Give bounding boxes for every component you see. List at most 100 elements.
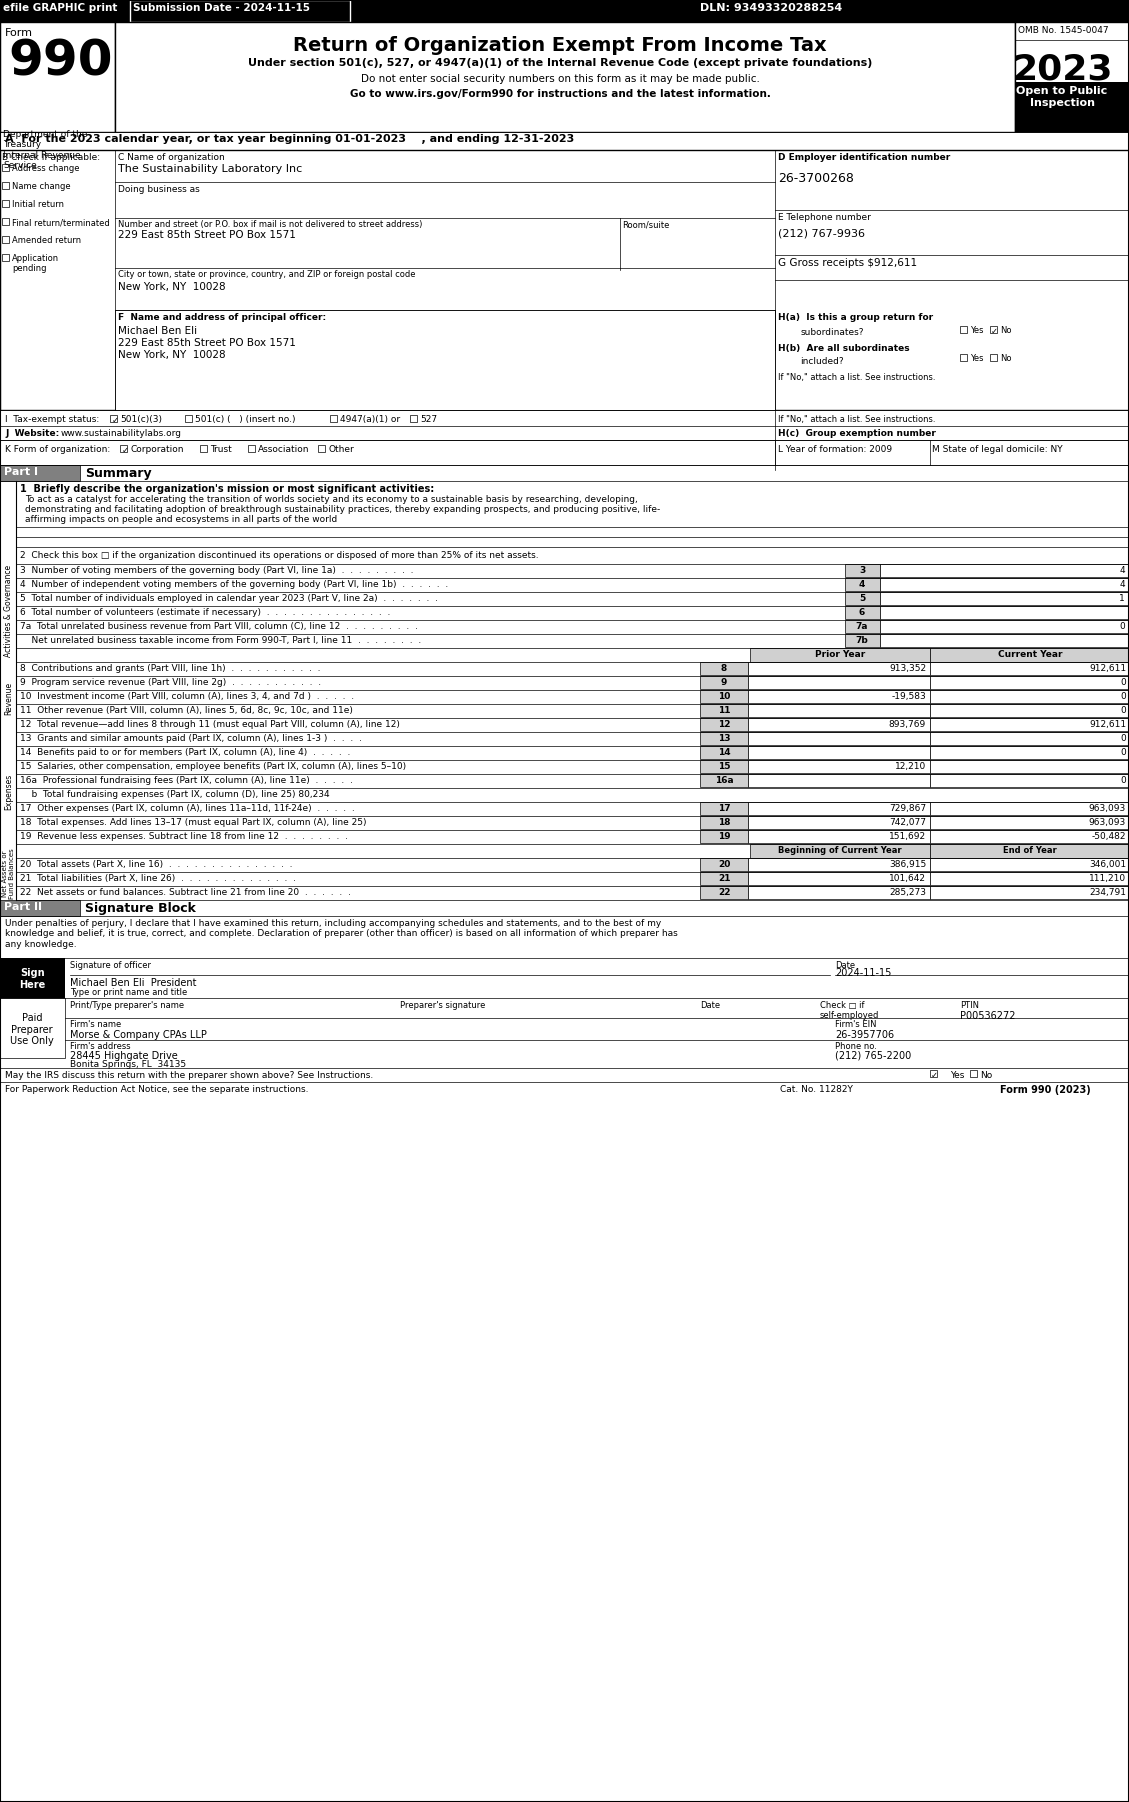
Text: 893,769: 893,769 — [889, 721, 926, 730]
Text: Do not enter social security numbers on this form as it may be made public.: Do not enter social security numbers on … — [360, 74, 760, 85]
Text: L Year of formation: 2009: L Year of formation: 2009 — [778, 445, 892, 454]
Text: Other: Other — [329, 445, 355, 454]
Text: 963,093: 963,093 — [1088, 804, 1126, 813]
Text: 7a: 7a — [856, 622, 868, 631]
Text: 4: 4 — [859, 580, 865, 589]
Bar — [749, 676, 930, 688]
Text: If "No," attach a list. See instructions.: If "No," attach a list. See instructions… — [778, 373, 936, 382]
Bar — [881, 564, 1129, 577]
Bar — [749, 816, 930, 829]
Bar — [700, 887, 749, 899]
Text: 0: 0 — [1119, 622, 1124, 631]
Text: 14  Benefits paid to or for members (Part IX, column (A), line 4)  .  .  .  .  .: 14 Benefits paid to or for members (Part… — [20, 748, 351, 757]
Text: Address change: Address change — [12, 164, 80, 173]
Bar — [700, 705, 749, 717]
Bar — [990, 326, 997, 333]
Bar — [2, 236, 9, 243]
Text: 913,352: 913,352 — [889, 663, 926, 672]
Bar — [881, 634, 1129, 647]
Bar — [930, 732, 1129, 744]
Bar — [248, 445, 255, 452]
Text: Morse & Company CPAs LLP: Morse & Company CPAs LLP — [70, 1031, 207, 1040]
Bar — [0, 465, 80, 481]
Text: Part I: Part I — [5, 467, 38, 478]
Text: H(b)  Are all subordinates: H(b) Are all subordinates — [778, 344, 910, 353]
Text: Trust: Trust — [210, 445, 231, 454]
Bar — [2, 182, 9, 189]
Text: Return of Organization Exempt From Income Tax: Return of Organization Exempt From Incom… — [294, 36, 826, 56]
Text: 9  Program service revenue (Part VIII, line 2g)  .  .  .  .  .  .  .  .  .  .  .: 9 Program service revenue (Part VIII, li… — [20, 678, 322, 687]
Text: Date: Date — [700, 1000, 720, 1009]
Bar — [846, 634, 881, 647]
Bar — [0, 0, 1129, 22]
Text: 2  Check this box □ if the organization discontinued its operations or disposed : 2 Check this box □ if the organization d… — [20, 551, 539, 560]
Text: Form: Form — [6, 29, 33, 38]
Bar — [185, 414, 192, 422]
Text: 2024-11-15: 2024-11-15 — [835, 968, 892, 978]
Text: Go to www.irs.gov/Form990 for instructions and the latest information.: Go to www.irs.gov/Form990 for instructio… — [350, 88, 771, 99]
Bar — [881, 620, 1129, 633]
Bar — [1015, 22, 1129, 132]
Text: 7a  Total unrelated business revenue from Part VIII, column (C), line 12  .  .  : 7a Total unrelated business revenue from… — [20, 622, 418, 631]
Text: F  Name and address of principal officer:: F Name and address of principal officer: — [119, 314, 326, 323]
Text: B Check if applicable:: B Check if applicable: — [2, 153, 100, 162]
Bar — [0, 411, 1129, 440]
Bar — [749, 831, 930, 843]
Text: End of Year: End of Year — [1004, 845, 1057, 854]
Text: Yes: Yes — [949, 1070, 964, 1079]
Text: (212) 767-9936: (212) 767-9936 — [778, 229, 865, 238]
Text: Room/suite: Room/suite — [622, 220, 669, 229]
Bar — [960, 326, 968, 333]
Bar — [970, 1070, 977, 1078]
Bar — [700, 872, 749, 885]
Text: Type or print name and title: Type or print name and title — [70, 987, 187, 997]
Bar — [0, 998, 65, 1058]
Bar — [700, 661, 749, 676]
Text: 0: 0 — [1120, 678, 1126, 687]
Text: Submission Date - 2024-11-15: Submission Date - 2024-11-15 — [133, 4, 310, 13]
Text: subordinates?: subordinates? — [800, 328, 864, 337]
Text: 20  Total assets (Part X, line 16)  .  .  .  .  .  .  .  .  .  .  .  .  .  .  .: 20 Total assets (Part X, line 16) . . . … — [20, 860, 292, 869]
Text: 3: 3 — [859, 566, 865, 575]
Text: 101,642: 101,642 — [889, 874, 926, 883]
Text: D Employer identification number: D Employer identification number — [778, 153, 951, 162]
Text: Print/Type preparer's name: Print/Type preparer's name — [70, 1000, 184, 1009]
Text: The Sustainability Laboratory Inc: The Sustainability Laboratory Inc — [119, 164, 303, 175]
Text: 5: 5 — [859, 595, 865, 604]
Bar — [749, 802, 930, 815]
Text: 16a  Professional fundraising fees (Part IX, column (A), line 11e)  .  .  .  .  : 16a Professional fundraising fees (Part … — [20, 777, 353, 786]
Text: E Telephone number: E Telephone number — [778, 213, 870, 222]
Bar — [930, 872, 1129, 885]
Bar — [0, 22, 115, 132]
Bar — [930, 661, 1129, 676]
Text: 12,210: 12,210 — [895, 762, 926, 771]
Text: Phone no.: Phone no. — [835, 1042, 877, 1051]
Text: Beginning of Current Year: Beginning of Current Year — [778, 845, 902, 854]
Bar — [0, 132, 1129, 150]
Bar — [750, 843, 930, 858]
Bar — [881, 605, 1129, 620]
Text: 18  Total expenses. Add lines 13–17 (must equal Part IX, column (A), line 25): 18 Total expenses. Add lines 13–17 (must… — [20, 818, 367, 827]
Text: Number and street (or P.O. box if mail is not delivered to street address): Number and street (or P.O. box if mail i… — [119, 220, 422, 229]
Text: 527: 527 — [420, 414, 437, 423]
Text: 12: 12 — [718, 721, 730, 730]
Bar — [410, 414, 418, 422]
Text: Michael Ben Eli: Michael Ben Eli — [119, 326, 198, 335]
Text: H(a)  Is this a group return for: H(a) Is this a group return for — [778, 314, 934, 323]
Text: 8  Contributions and grants (Part VIII, line 1h)  .  .  .  .  .  .  .  .  .  .  : 8 Contributions and grants (Part VIII, l… — [20, 663, 321, 672]
Text: J  Website:: J Website: — [6, 429, 60, 438]
Text: Association: Association — [259, 445, 309, 454]
Bar — [0, 150, 1129, 411]
Text: 963,093: 963,093 — [1088, 818, 1126, 827]
Bar — [846, 578, 881, 591]
Bar — [930, 775, 1129, 787]
Bar — [930, 816, 1129, 829]
Bar — [750, 649, 930, 661]
Bar — [0, 959, 65, 998]
Bar — [930, 1070, 937, 1078]
Text: 6: 6 — [859, 607, 865, 616]
Bar — [749, 690, 930, 703]
Text: ✓: ✓ — [121, 447, 129, 454]
Text: ✓: ✓ — [112, 416, 119, 425]
Text: 19  Revenue less expenses. Subtract line 18 from line 12  .  .  .  .  .  .  .  .: 19 Revenue less expenses. Subtract line … — [20, 833, 348, 842]
